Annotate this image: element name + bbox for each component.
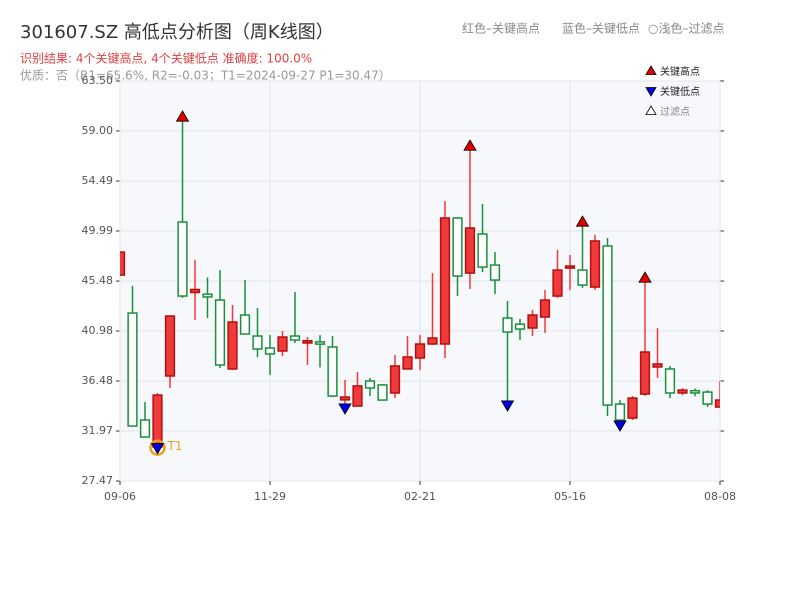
candle-body [477,233,488,268]
candle-body [427,337,438,345]
y-tick-label: 40.98 [82,324,114,337]
candle-body [264,347,276,355]
candle-body [177,221,188,297]
candle-body [527,314,538,329]
candle-body [602,245,613,406]
x-tick-label: 05-16 [554,490,586,503]
key-point-marker [463,139,477,151]
candle-body [464,227,476,274]
x-tick-label: 08-08 [704,490,736,503]
y-tick-label: 31.97 [82,424,114,437]
top-legend: 红色–关键高点 [462,21,540,36]
candle-body [589,240,601,288]
chart-title: 301607.SZ 高低点分析图（周K线图） [20,22,334,43]
candle-body [164,315,176,377]
candle-body [339,396,351,401]
key-point-marker [150,443,165,455]
candle-body [377,384,388,401]
candle-body [120,251,126,276]
y-tick-label: 54.49 [82,174,114,187]
legend-marker [645,105,657,115]
candle-body [452,217,463,277]
candle-body [552,269,563,297]
x-tick-label: 02-21 [404,490,436,503]
x-tick-label: 09-06 [104,490,136,503]
plot-layer [120,116,720,448]
quality-note: 优质：否（R1=65.6%, R2=-0.03；T1=2024-09-27 P1… [20,69,391,83]
key-point-marker [613,420,627,432]
candle-body [439,217,451,345]
candle-body [214,299,226,366]
candle-body [714,399,720,408]
legend-label: 关键低点 [660,85,700,98]
candle-body [239,314,251,335]
x-tick-label: 11-29 [254,490,286,503]
key-point-marker [338,403,352,415]
candle-body [314,341,326,345]
candle-body [402,356,413,370]
candle-body [152,394,163,448]
key-point-marker [575,215,590,227]
candle-body [514,323,526,330]
candle-body [277,336,288,352]
top-legend: ○浅色–过滤点 [648,22,724,36]
candle-body [389,365,401,394]
candle-body [414,343,426,359]
candle-body [139,419,151,438]
t1-circle [149,439,166,456]
candle-body [627,397,638,419]
candle-body [639,351,651,395]
key-point-marker [638,271,652,283]
candle-body [352,385,363,407]
candle-body [502,317,513,333]
key-point-marker [175,110,190,122]
top-legend: 蓝色–关键低点 [562,22,640,36]
candle-body [289,335,301,341]
candle-body [252,335,263,350]
legend-label: 过滤点 [660,105,690,118]
candle-body [189,288,201,294]
candle-body [689,389,701,394]
key-point-marker [500,400,515,412]
candle-body [702,391,713,405]
candle-body [364,380,376,389]
candle-body [127,312,138,427]
y-tick-label: 63.50 [82,74,114,87]
candle-body [539,299,551,318]
candle-body [227,321,238,370]
y-tick-label: 49.99 [82,224,114,237]
candle-body [564,265,576,269]
candle-body [202,293,213,298]
candle-body [614,403,626,421]
y-tick-label: 45.48 [82,274,114,287]
subtitle: 识别结果: 4个关键高点, 4个关键低点 准确度: 100.0% [20,51,312,66]
legend-marker [645,87,657,97]
candle-body [677,389,688,394]
candle-body [652,363,663,368]
candle-body [664,368,676,394]
annotation: T1 [167,439,183,453]
legend-marker [645,65,657,75]
candle-body [327,346,338,397]
y-tick-label: 27.47 [82,474,114,487]
y-tick-label: 36.48 [82,374,114,387]
candle-body [302,340,313,344]
y-tick-label: 59.00 [82,124,114,137]
legend-label: 关键高点 [660,65,700,78]
candle-body [489,264,501,281]
candle-body [577,269,588,286]
